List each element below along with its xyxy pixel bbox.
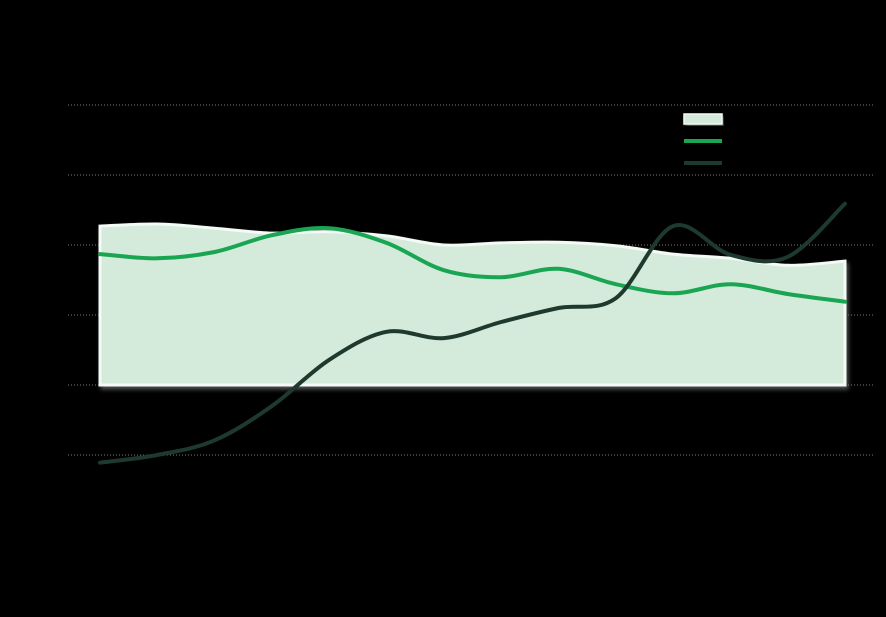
line bbox=[98, 201, 847, 465]
area bbox=[98, 222, 847, 387]
line bbox=[98, 225, 847, 304]
legend-swatch bbox=[683, 113, 723, 125]
